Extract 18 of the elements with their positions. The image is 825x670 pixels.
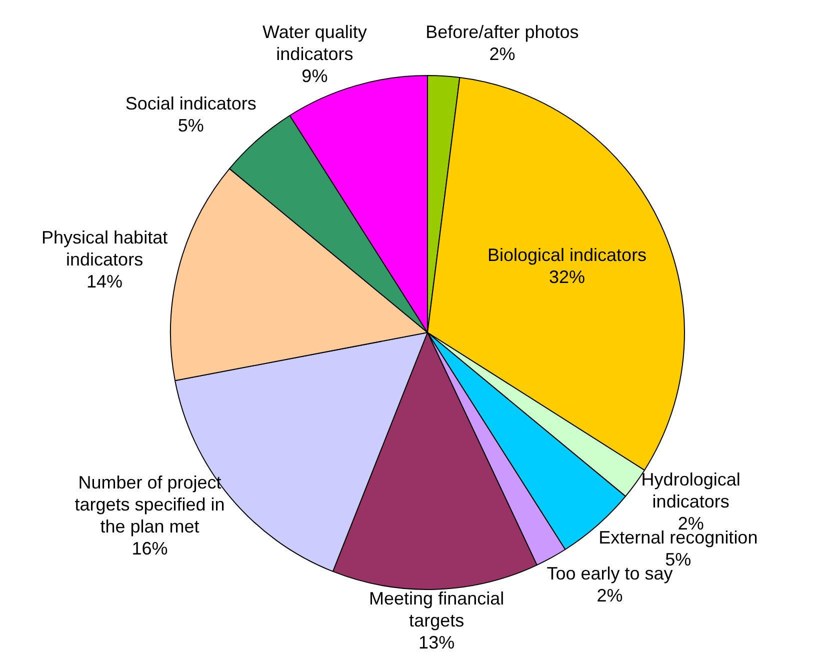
slice-label: Biological indicators <box>487 244 647 265</box>
data-label: 32% <box>549 266 586 287</box>
slice-label: Social indicators <box>125 94 256 114</box>
data-label: 2% <box>678 513 704 534</box>
data-label: 16% <box>132 538 168 559</box>
data-label: 9% <box>302 66 328 86</box>
slice-label: Number of project targets specified in the plan met <box>74 472 225 537</box>
slice-label: Hydrological indicators <box>641 469 740 512</box>
data-label: 14% <box>86 272 123 292</box>
data-label: 5% <box>665 549 692 570</box>
data-label: 5% <box>178 116 204 136</box>
data-label: 13% <box>418 632 455 652</box>
slice-label: Before/after photos <box>426 22 579 42</box>
slice-label: Meeting financial targets <box>369 588 504 630</box>
slice-label: Water quality indicators <box>262 22 367 64</box>
data-label: 2% <box>489 44 516 64</box>
slice-label: Physical habitat indicators <box>42 228 168 270</box>
data-label: 2% <box>596 586 623 606</box>
